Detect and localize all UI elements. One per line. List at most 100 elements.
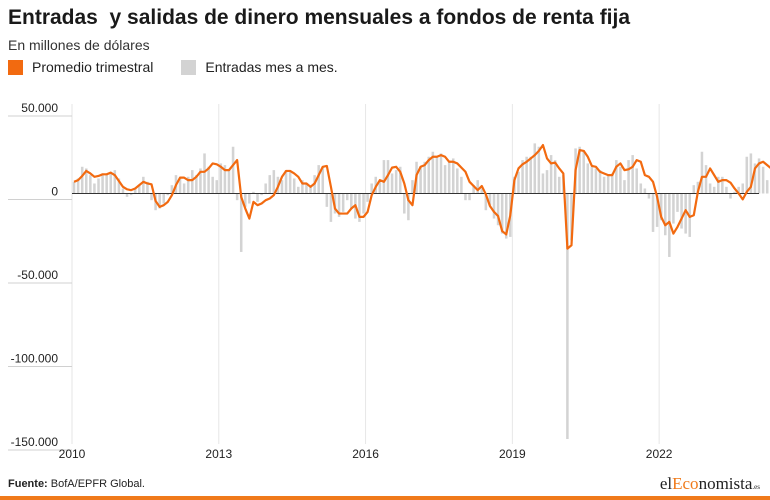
bar xyxy=(76,178,80,194)
bar xyxy=(578,146,581,194)
bar xyxy=(610,173,614,194)
bar xyxy=(570,193,573,241)
bar xyxy=(191,170,194,194)
line-series-promedio xyxy=(73,143,770,250)
bar xyxy=(411,180,414,194)
bar xyxy=(162,193,166,204)
bar xyxy=(668,193,671,257)
bar xyxy=(390,173,394,194)
brand-post: nomista xyxy=(698,474,753,493)
bar xyxy=(146,181,149,194)
bar xyxy=(663,193,667,236)
bar xyxy=(329,193,333,222)
source-label: Fuente: xyxy=(8,478,48,490)
bar xyxy=(635,168,638,194)
bar xyxy=(741,183,744,194)
bar xyxy=(150,193,153,201)
bar xyxy=(704,165,708,194)
legend-label-bars: Entradas mes a mes. xyxy=(205,59,338,75)
bar xyxy=(721,176,724,194)
bar xyxy=(419,166,422,194)
bar xyxy=(623,180,626,194)
bar xyxy=(729,193,732,199)
bar xyxy=(521,160,524,194)
bar xyxy=(72,181,76,194)
bar xyxy=(431,151,435,194)
bar xyxy=(712,186,716,194)
x-tick-label: 2019 xyxy=(499,447,526,461)
bar xyxy=(541,173,545,194)
bar xyxy=(301,180,304,194)
bar xyxy=(199,168,202,194)
bar xyxy=(423,161,426,194)
bar xyxy=(170,185,174,194)
bar xyxy=(753,163,757,194)
bar xyxy=(121,188,125,194)
bar xyxy=(460,176,463,194)
bar xyxy=(557,176,561,194)
bar xyxy=(101,173,104,194)
bar xyxy=(350,193,353,209)
bar xyxy=(292,178,296,194)
bar xyxy=(545,170,549,194)
bar xyxy=(358,193,361,222)
bar xyxy=(533,143,537,194)
bar xyxy=(288,171,292,194)
bar xyxy=(80,166,84,194)
bar xyxy=(244,193,247,207)
bar xyxy=(317,165,320,194)
bar xyxy=(504,193,508,239)
bar xyxy=(725,186,728,194)
bar xyxy=(451,158,455,194)
bar xyxy=(586,163,590,194)
y-tick-label: 0 xyxy=(51,185,58,199)
bar xyxy=(476,180,479,194)
bar xyxy=(602,176,606,194)
bar xyxy=(394,170,398,194)
bar xyxy=(223,165,227,194)
bar xyxy=(443,165,447,194)
bar xyxy=(182,183,186,194)
brand-logo: elEconomista.es xyxy=(660,474,760,494)
source-text: BofA/EPFR Global. xyxy=(47,478,145,490)
bar xyxy=(488,193,492,206)
bar xyxy=(435,156,439,194)
y-axis: 50.000 0 -50.000 -100.000 -150.000 xyxy=(11,101,59,449)
x-axis: 2010 2013 2016 2019 2022 xyxy=(59,447,673,461)
brand-suffix: .es xyxy=(752,483,760,491)
legend-item-bars: Entradas mes a mes. xyxy=(181,59,338,75)
chart-title: Entradas y salidas de dinero mensuales a… xyxy=(8,6,631,29)
bar xyxy=(117,178,121,194)
bar xyxy=(321,166,325,194)
bar xyxy=(468,193,471,201)
bar xyxy=(280,180,284,194)
bar xyxy=(93,183,96,194)
bar xyxy=(166,193,170,196)
bar xyxy=(337,193,341,217)
bar xyxy=(606,175,610,194)
bar xyxy=(207,166,210,194)
bar xyxy=(235,193,239,201)
bar xyxy=(582,150,585,194)
bar xyxy=(125,193,129,197)
bar xyxy=(195,175,198,194)
y-tick-label: 50.000 xyxy=(21,101,58,115)
bar xyxy=(676,193,679,212)
bar xyxy=(717,176,720,194)
bar xyxy=(89,175,92,194)
bar xyxy=(733,191,736,194)
bar xyxy=(256,193,259,202)
bar xyxy=(566,193,569,439)
bar xyxy=(231,146,235,194)
bar xyxy=(260,193,263,196)
bar xyxy=(529,156,532,194)
legend-swatch-line xyxy=(8,59,23,75)
y-tick-label: -150.000 xyxy=(11,435,59,449)
bar xyxy=(484,193,488,211)
bar xyxy=(272,170,276,194)
bar xyxy=(439,153,443,194)
bar xyxy=(631,155,634,194)
bar xyxy=(447,161,451,194)
legend-swatch-bars xyxy=(181,59,197,75)
